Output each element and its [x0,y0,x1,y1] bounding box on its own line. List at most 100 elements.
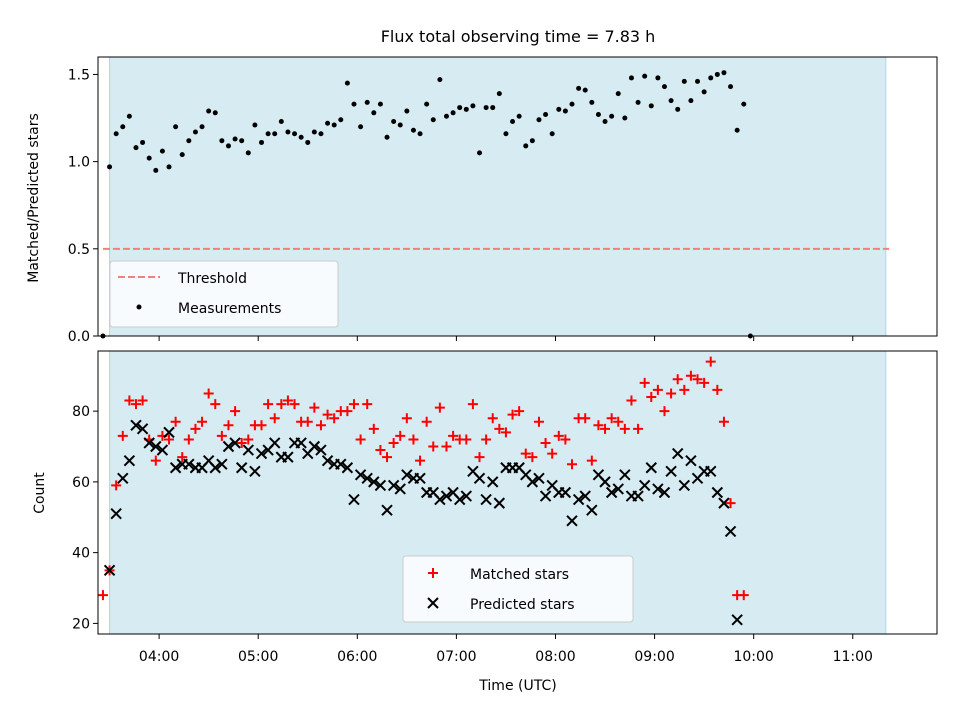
x-tick-label: 09:00 [634,649,674,665]
predicted-star-point [354,469,367,481]
predicted-star-point [249,465,261,477]
predicted-star-point [348,493,360,506]
matched-star-point [223,420,234,431]
predicted-star-point [599,476,611,488]
y-tick-label: 60 [72,475,90,491]
matched-star-point [183,434,194,445]
predicted-star-point [586,504,598,516]
matched-star-point [725,498,736,509]
legend-matched-label: Matched stars [470,567,569,583]
x-tick-label: 07:00 [436,649,476,665]
matched-star-point [97,590,108,601]
measurement-point [721,70,727,76]
axes-frame [97,56,938,337]
measurement-point [192,129,198,135]
measurement-point [331,122,337,128]
x-axis-label: Time (UTC) [478,678,556,694]
measurement-point [661,84,667,90]
measurement-point [589,99,595,105]
measurement-point [338,117,344,123]
matched-star-point [276,399,287,410]
matched-star-point [520,448,531,459]
matched-star-point [500,427,511,438]
measurement-point [371,110,377,116]
matched-star-point [507,409,518,420]
predicted-star-point [150,440,162,453]
measurement-point [483,105,489,111]
matched-star-point [150,455,161,466]
matched-star-point [467,399,478,410]
measurement-point [173,124,179,130]
measurement-point [219,138,225,144]
predicted-star-point [130,419,142,431]
matched-star-point [441,441,452,452]
predicted-star-point [460,490,473,502]
matched-star-point [448,430,459,441]
matched-star-point [672,374,683,385]
y-tick-label: 20 [72,616,90,632]
matched-star-point [481,434,492,445]
matched-star-point [560,434,571,445]
measurement-point [648,103,654,109]
matched-star-point [137,395,148,406]
matched-star-point [474,452,485,463]
measurement-point [457,105,463,111]
matched-star-point [210,399,221,410]
predicted-star-point [374,479,387,492]
predicted-star-point [169,462,182,474]
matched-star-point [580,413,591,424]
predicted-star-point [308,440,321,453]
predicted-star-point [222,440,235,453]
matched-star-point [699,377,710,388]
predicted-star-point [434,493,446,506]
predicted-star-point [368,476,380,488]
matched-star-point [738,590,749,601]
matched-star-point [124,395,135,406]
matched-star-point [626,395,637,406]
measurement-point [443,113,449,119]
predicted-star-point [678,479,691,492]
predicted-star-point [605,486,618,499]
matched-star-point [527,452,538,463]
measurement-point [437,77,443,83]
measurement-point [285,129,291,135]
predicted-star-point [282,451,294,463]
matched-legend-swatch [428,568,438,578]
predicted-star-point [711,486,724,499]
chart-title: Flux total observing time = 7.83 h [381,27,656,46]
predicted-star-point [110,508,122,520]
measurement-point [159,148,165,154]
top-y-axis-label: Matched/Predicted stars [26,113,42,283]
measurement-point [477,150,483,156]
matched-star-point [362,399,373,410]
measurement-point [153,167,159,173]
matched-star-point [586,455,597,466]
predicted-star-point [361,472,373,485]
predicted-star-point [335,458,347,470]
matched-star-point [315,420,326,431]
measurement-point [212,110,218,116]
matched-star-point [666,388,677,399]
axes-frame [97,350,938,635]
measurement-point [120,124,126,130]
predicted-star-point [473,472,486,485]
matched-star-point [494,423,505,434]
measurement-point [510,119,516,125]
measurement-point [225,143,231,149]
measurement-point [424,101,430,107]
predicted-star-point [103,564,116,577]
series-predicted-stars [103,419,743,626]
matched-star-point [619,423,630,434]
measurement-point [318,131,324,137]
matched-star-point [685,370,696,381]
predicted-star-point [229,437,241,449]
predicted-star-point [143,437,155,449]
matched-star-point [382,452,393,463]
predicted-star-point [658,486,671,499]
legend-box [109,260,339,328]
measurement-point [232,136,238,142]
measurement-point [186,138,192,144]
matched-star-point [243,434,254,445]
predicted-star-point [163,426,175,439]
